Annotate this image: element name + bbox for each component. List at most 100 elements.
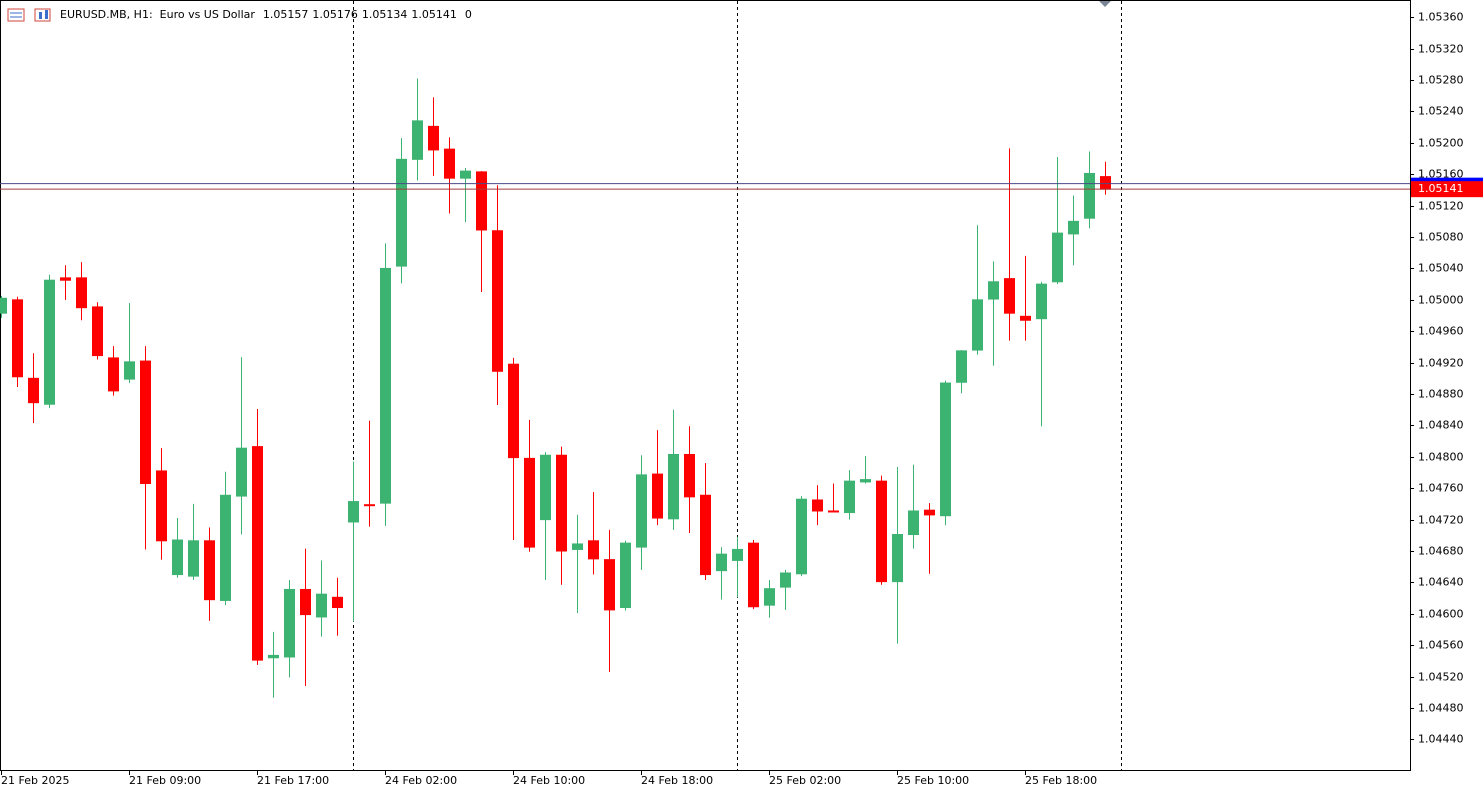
candle-body [812,499,823,512]
y-tick-label: 1.04480 [1418,702,1464,715]
candle-body [1084,172,1095,219]
candle-body [844,480,855,514]
bid-label-box [1411,181,1483,198]
candle-body [700,494,711,576]
y-tick-label: 1.04920 [1418,357,1464,370]
candle-body [428,125,439,151]
candle-body [684,453,695,498]
chart-title: EURUSD.MB, H1: Euro vs US Dollar [60,8,255,21]
candle-body [60,277,71,281]
header-open: 1.05157 [263,8,309,21]
y-tick-label: 1.04640 [1418,576,1464,589]
candle-body [140,360,151,485]
x-tick-label: 21 Feb 2025 [1,774,69,787]
bid-label: 1.05141 [1418,182,1464,195]
y-tick-label: 1.04840 [1418,419,1464,432]
candle-body [924,509,935,516]
candle-body [12,299,23,378]
candle-body [732,548,743,561]
y-tick-label: 1.04600 [1418,608,1464,621]
y-tick-label: 1.04960 [1418,325,1464,338]
candle-body [268,654,279,659]
x-tick-label: 21 Feb 09:00 [129,774,201,787]
y-tick-label: 1.05160 [1418,168,1464,181]
candle-body [124,361,135,380]
y-tick-label: 1.05240 [1418,105,1464,118]
candle-body [332,596,343,609]
y-tick-label: 1.04800 [1418,451,1464,464]
candle-body [540,454,551,521]
candle-body [716,553,727,572]
candle-body [172,539,183,576]
y-tick-label: 1.04680 [1418,545,1464,558]
candle-body [0,297,7,314]
candle-body [1004,278,1015,314]
candle-body [652,473,663,519]
x-tick-label: 24 Feb 02:00 [385,774,457,787]
y-tick-label: 1.05360 [1418,11,1464,24]
candle-body [524,457,535,548]
candle-body [396,158,407,267]
candle-body [956,350,967,383]
y-tick-label: 1.05000 [1418,294,1464,307]
x-tick-label: 24 Feb 18:00 [641,774,713,787]
y-tick-label: 1.05120 [1418,200,1464,213]
candle-body [748,542,759,608]
y-tick-label: 1.05320 [1418,43,1464,56]
candle-body [284,588,295,658]
candle-body [796,498,807,575]
y-tick-label: 1.04880 [1418,388,1464,401]
candle-body [604,559,615,611]
plot-frame [0,0,1411,771]
candle-body [476,171,487,231]
candle-body [636,474,647,548]
y-tick-label: 1.04560 [1418,639,1464,652]
candle-body [76,277,87,309]
header-close: 1.05141 [411,8,457,21]
candle-body [556,454,567,552]
candle-body [876,480,887,583]
symbol-icons [7,8,51,22]
x-tick-label: 25 Feb 02:00 [769,774,841,787]
header-high: 1.05176 [312,8,358,21]
candle-body [780,572,791,588]
candle-body [348,501,359,523]
x-tick-label: 25 Feb 10:00 [897,774,969,787]
candle-body [588,540,599,560]
candle-body [1068,220,1079,235]
candle-body [892,534,903,583]
candle-body [156,470,167,542]
candle-body [940,382,951,517]
header-counter: 0 [465,8,472,21]
candle-body [828,510,839,513]
candle-body [668,453,679,520]
icon [39,12,42,19]
candle-body [764,588,775,606]
chart-header: EURUSD.MB, H1: Euro vs US Dollar 1.05157 1… [60,8,472,21]
candle-body [380,267,391,504]
candle-body [412,120,423,160]
candle-body [1020,315,1031,321]
candle-body [508,363,519,459]
candle-body [220,494,231,601]
candle-body [28,377,39,404]
candle-body [44,279,55,405]
candle-body [460,170,471,179]
y-tick-label: 1.05200 [1418,137,1464,150]
candle-body [252,446,263,661]
candle-body [1052,232,1063,283]
y-tick-label: 1.05080 [1418,231,1464,244]
y-tick-label: 1.05040 [1418,262,1464,275]
candle-body [572,543,583,550]
candle-body [988,281,999,300]
icon [45,10,48,19]
y-tick-label: 1.05280 [1418,74,1464,87]
candle-body [972,299,983,351]
x-tick-label: 21 Feb 17:00 [257,774,329,787]
candle-body [108,357,119,392]
chart-shift-marker [1099,1,1111,7]
candle-body [492,230,503,372]
y-tick-label: 1.04760 [1418,482,1464,495]
